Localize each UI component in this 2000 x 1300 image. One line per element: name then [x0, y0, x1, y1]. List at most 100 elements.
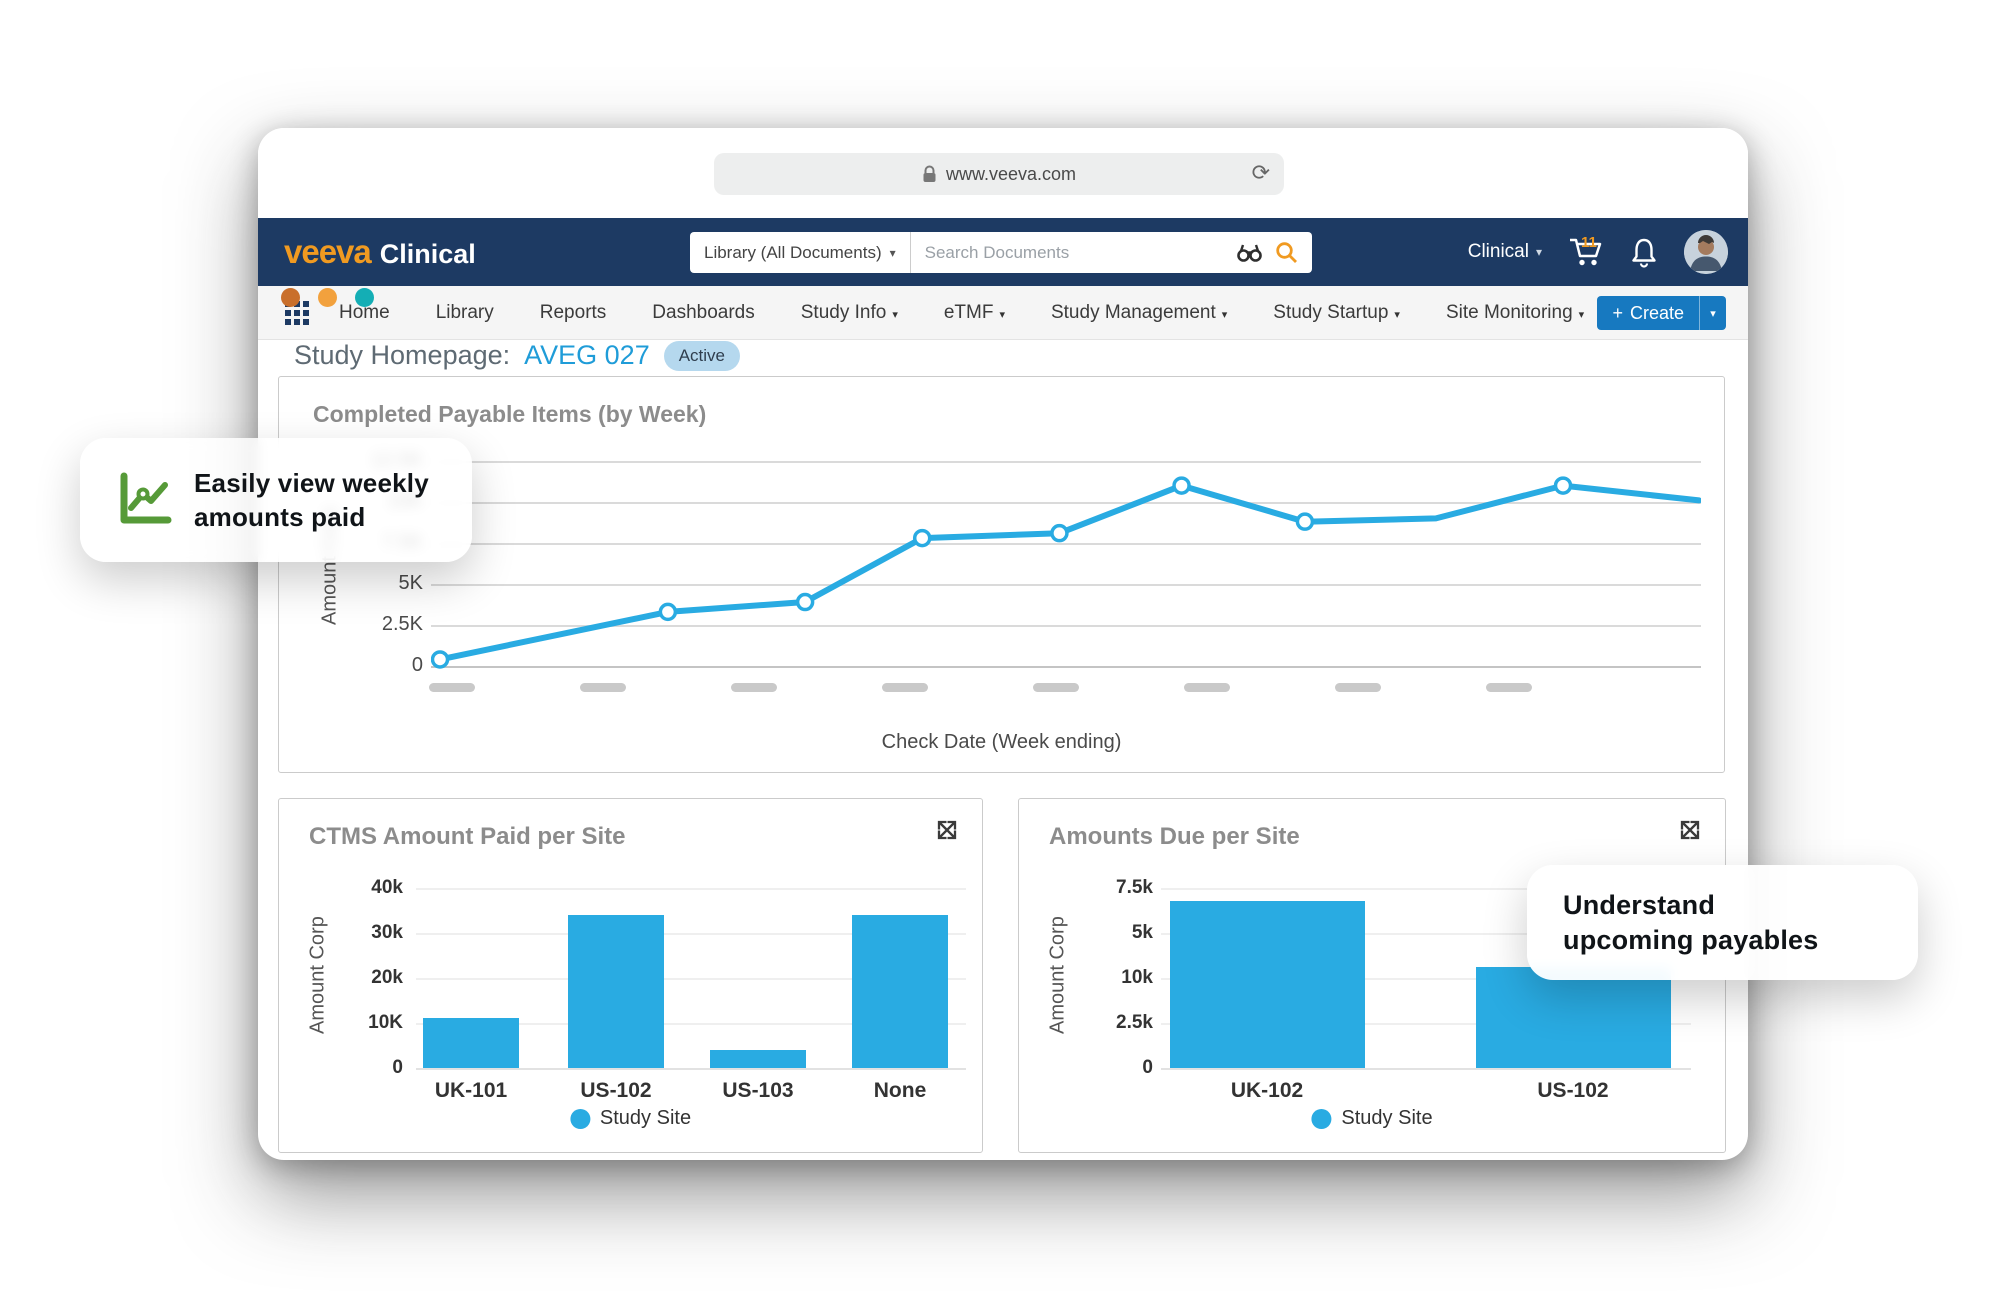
x-axis-line	[416, 1068, 966, 1070]
chevron-down-icon: ▾	[1221, 308, 1228, 321]
status-badge: Active	[663, 340, 741, 371]
data-point-marker[interactable]	[1050, 523, 1069, 543]
binoculars-icon[interactable]	[1236, 242, 1263, 263]
gridline	[416, 888, 966, 890]
gridline	[1161, 888, 1691, 890]
nav-item-study-management[interactable]: Study Management ▾	[1050, 301, 1228, 323]
address-bar[interactable]: www.veeva.com ⟳	[714, 153, 1284, 195]
app-header: veeva Clinical Library (All Documents) ▾…	[258, 218, 1748, 286]
search-scope-dropdown[interactable]: Library (All Documents) ▾	[690, 232, 911, 273]
x-tick-placeholder	[1486, 683, 1532, 692]
chevron-down-icon: ▾	[1535, 245, 1542, 259]
data-point-marker[interactable]	[1172, 476, 1191, 495]
line-path	[437, 482, 1701, 663]
data-point-marker[interactable]	[912, 528, 932, 548]
create-button-label: Create	[1629, 302, 1684, 323]
nav-item-dashboards[interactable]: Dashboards	[652, 301, 755, 323]
gridline	[416, 1023, 966, 1025]
x-tick-label: US-103	[722, 1079, 794, 1102]
y-tick-label: 2.5k	[1116, 1012, 1153, 1033]
bar-uk-101[interactable]	[423, 1018, 519, 1068]
callout-upcoming-payables: Understand upcoming payables	[1527, 865, 1918, 980]
reload-icon[interactable]: ⟳	[1251, 160, 1270, 185]
panel-title: Completed Payable Items (by Week)	[313, 401, 707, 427]
chevron-down-icon: ▾	[1394, 308, 1400, 321]
x-axis-line	[1161, 1068, 1691, 1070]
bar-us-102[interactable]	[568, 915, 664, 1068]
create-split-button[interactable]: + Create ▾	[1597, 296, 1726, 330]
panel-title: Amounts Due per Site	[1049, 823, 1300, 850]
chart-legend: Study Site	[569, 1107, 692, 1130]
y-tick-label: 10k	[1121, 967, 1153, 988]
chevron-down-icon: ▾	[1578, 308, 1585, 321]
nav-item-reports[interactable]: Reports	[539, 301, 607, 323]
gridline	[416, 978, 966, 980]
chevron-down-icon: ▾	[999, 308, 1005, 321]
workspace-dropdown[interactable]: Clinical ▾	[1468, 241, 1542, 263]
create-dropdown-toggle[interactable]: ▾	[1699, 296, 1726, 330]
data-point-marker[interactable]	[658, 602, 678, 622]
cart-icon	[1570, 238, 1602, 266]
lock-icon	[923, 165, 936, 182]
legend-label: Study Site	[599, 1107, 692, 1129]
workspace-label: Clinical	[1467, 241, 1529, 262]
x-tick-label: US-102	[580, 1079, 652, 1102]
bar-uk-102[interactable]	[1169, 901, 1365, 1068]
nav-item-study-info[interactable]: Study Info ▾	[800, 301, 898, 323]
expand-icon[interactable]	[1677, 817, 1703, 843]
line-chart-icon	[120, 472, 172, 524]
callout-text: Easily view weekly amounts paid	[194, 468, 429, 532]
nav-item-library[interactable]: Library	[435, 301, 494, 323]
nav-item-home[interactable]: Home	[339, 301, 390, 323]
search-input[interactable]: Search Documents	[924, 242, 1070, 262]
x-tick-label: None	[873, 1079, 927, 1102]
window-dot-3[interactable]	[355, 288, 374, 307]
y-tick-label: 5k	[1131, 922, 1153, 943]
product-name: Clinical	[379, 239, 476, 269]
user-avatar[interactable]	[1684, 230, 1728, 274]
y-tick-label: 0	[1142, 1057, 1153, 1078]
gridline	[431, 584, 1701, 586]
bar-none[interactable]	[852, 915, 948, 1068]
study-id-link[interactable]: AVEG 027	[524, 340, 650, 370]
create-button[interactable]: + Create	[1597, 303, 1699, 324]
x-axis-title: Check Date (Week ending)	[881, 731, 1122, 753]
y-tick-label: 0	[392, 1057, 403, 1078]
window-dot-2[interactable]	[318, 288, 337, 307]
gridline	[1161, 978, 1691, 980]
completed-payables-panel: Completed Payable Items (by Week) Amount…	[278, 376, 1725, 773]
callout-weekly-amounts: Easily view weekly amounts paid	[80, 438, 472, 562]
window-dot-1[interactable]	[281, 288, 300, 307]
cart-button[interactable]: 11	[1568, 234, 1604, 269]
notifications-bell-icon[interactable]	[1630, 237, 1658, 268]
page-title-label: Study Homepage:	[294, 340, 511, 370]
line-chart-plot[interactable]	[429, 441, 1701, 692]
line-series	[431, 476, 1701, 669]
x-tick-placeholder	[580, 683, 626, 692]
data-point-marker[interactable]	[795, 592, 815, 612]
legend-label: Study Site	[1341, 1107, 1433, 1129]
y-tick-label: 10K	[368, 1012, 403, 1033]
gridline	[416, 933, 966, 935]
bar-us-102[interactable]	[1475, 967, 1671, 1068]
data-point-marker[interactable]	[431, 650, 450, 669]
ctms-amount-paid-panel: CTMS Amount Paid per Site Amount Corp St…	[278, 798, 983, 1153]
nav-item-study-startup[interactable]: Study Startup ▾	[1273, 301, 1400, 323]
y-tick-label: 30k	[371, 922, 403, 943]
primary-nav: Home Library Reports Dashboards Study Info ▾ e…	[258, 286, 1748, 340]
nav-item-etmf[interactable]: eTMF ▾	[943, 301, 1005, 323]
chevron-down-icon: ▾	[889, 245, 896, 260]
chevron-down-icon: ▾	[892, 308, 898, 321]
gridline	[1161, 933, 1691, 935]
bar-us-103[interactable]	[710, 1050, 806, 1068]
data-point-marker[interactable]	[1295, 512, 1315, 531]
gridline	[1161, 1023, 1691, 1025]
data-point-marker[interactable]	[1553, 476, 1573, 495]
chart-legend: Study Site	[1311, 1107, 1433, 1130]
search-scope-label: Library (All Documents)	[704, 242, 882, 262]
veeva-logo: veeva Clinical	[284, 233, 476, 271]
expand-icon[interactable]	[934, 817, 960, 843]
search-icon[interactable]	[1275, 241, 1298, 264]
nav-item-site-monitoring[interactable]: Site Monitoring ▾	[1445, 301, 1585, 323]
y-tick-label: 7.5k	[1116, 877, 1153, 898]
